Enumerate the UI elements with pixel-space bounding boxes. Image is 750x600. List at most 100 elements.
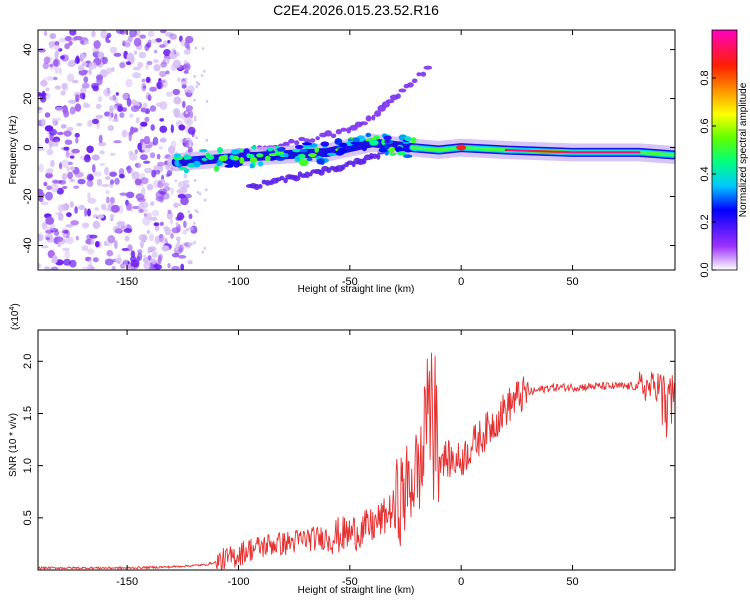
x-tick-label: 50 <box>566 576 578 588</box>
noise-blob <box>96 178 103 187</box>
snr-x-axis-title: Height of straight line (km) <box>298 585 415 596</box>
noise-blob <box>50 159 55 168</box>
noise-blob <box>129 30 137 38</box>
main-trace-blob <box>316 158 325 165</box>
main-trace-blob <box>183 154 190 160</box>
main-trace-blob <box>275 157 285 161</box>
main-trace <box>167 132 675 174</box>
noise-blob <box>104 166 109 176</box>
noise-blob <box>129 113 134 118</box>
noise-blob <box>101 203 107 210</box>
main-trace-blob <box>249 163 255 169</box>
noise-blob <box>80 40 85 45</box>
upper-branch-blob <box>371 114 376 121</box>
noise-blob <box>198 192 202 196</box>
noise-blob <box>69 30 77 36</box>
noise-blob <box>57 212 64 221</box>
noise-blob <box>161 178 166 184</box>
noise-blob <box>55 106 64 112</box>
noise-blob <box>43 56 51 64</box>
y-tick-label: 40 <box>22 43 34 55</box>
noise-blob <box>170 124 174 134</box>
noise-blob <box>46 148 54 156</box>
spectrogram-x-axis-title: Height of straight line (km) <box>298 284 415 295</box>
upper-branch-blob <box>282 141 290 147</box>
noise-blob <box>200 74 204 78</box>
noise-blob <box>66 212 72 218</box>
noise-blob <box>179 187 182 191</box>
noise-blob <box>184 77 188 81</box>
upper-branch-blob <box>365 115 372 122</box>
y-tick-label: 0.5 <box>22 510 34 525</box>
noise-blob <box>73 35 83 41</box>
noise-blob <box>154 49 158 54</box>
noise-blob <box>133 128 138 133</box>
noise-blob <box>173 202 179 208</box>
noise-blob <box>137 197 146 203</box>
lower-branch-blob <box>253 183 260 191</box>
noise-blob <box>61 173 68 181</box>
noise-blob <box>134 149 138 155</box>
noise-blob <box>193 179 197 182</box>
noise-blob <box>109 46 118 54</box>
noise-blob <box>180 263 185 270</box>
noise-blob <box>91 154 100 161</box>
main-trace-blob <box>256 153 264 158</box>
noise-blob <box>99 163 106 166</box>
noise-blob <box>164 226 171 236</box>
lower-branch-blob <box>318 169 325 176</box>
noise-blob <box>57 243 61 248</box>
noise-blob <box>150 201 155 206</box>
noise-blob <box>167 209 172 214</box>
noise-blob <box>193 115 197 119</box>
main-trace-blob <box>338 142 348 148</box>
noise-blob <box>44 266 51 270</box>
noise-blob <box>170 48 176 55</box>
noise-blob <box>178 124 186 131</box>
main-trace-blob <box>383 135 392 141</box>
noise-blob <box>183 220 187 228</box>
upper-branch-blob <box>315 136 321 141</box>
noise-blob <box>81 62 88 67</box>
noise-blob <box>188 242 191 246</box>
noise-blob <box>54 236 64 243</box>
noise-blob <box>90 238 95 245</box>
main-trace-blob <box>268 153 278 157</box>
noise-blob <box>44 137 50 144</box>
main-trace-blob <box>217 147 223 154</box>
noise-blob <box>45 236 50 241</box>
noise-blob <box>187 226 194 231</box>
noise-region <box>38 30 209 270</box>
main-trace-blob <box>299 149 308 153</box>
noise-blob <box>119 112 125 118</box>
noise-blob <box>81 266 91 270</box>
noise-blob <box>148 233 154 242</box>
noise-blob <box>126 165 132 174</box>
noise-blob <box>92 164 96 173</box>
noise-blob <box>65 236 74 245</box>
spectrogram-y-ticks: -40 -20 0 20 40 <box>22 43 675 253</box>
noise-blob <box>63 258 72 266</box>
main-trace-blob <box>264 155 271 162</box>
noise-blob <box>64 35 72 42</box>
noise-blob <box>145 144 153 149</box>
noise-blob <box>119 173 125 179</box>
noise-blob <box>155 38 162 43</box>
noise-blob <box>130 266 135 270</box>
noise-blob <box>135 117 140 124</box>
noise-blob <box>78 204 86 211</box>
noise-blob <box>45 191 53 201</box>
noise-blob <box>40 201 49 206</box>
noise-blob <box>142 216 151 226</box>
main-trace-blob <box>292 149 302 153</box>
noise-blob <box>92 214 98 218</box>
noise-blob <box>151 38 157 44</box>
noise-blob <box>182 179 190 184</box>
main-trace-blob <box>193 160 201 168</box>
y-tick-label: 1.5 <box>22 406 34 421</box>
spectrogram-frame <box>37 29 676 271</box>
noise-blob <box>172 88 181 96</box>
noise-blob <box>121 247 129 252</box>
main-trace-blob <box>239 157 245 164</box>
colorbar-frame <box>711 29 738 271</box>
